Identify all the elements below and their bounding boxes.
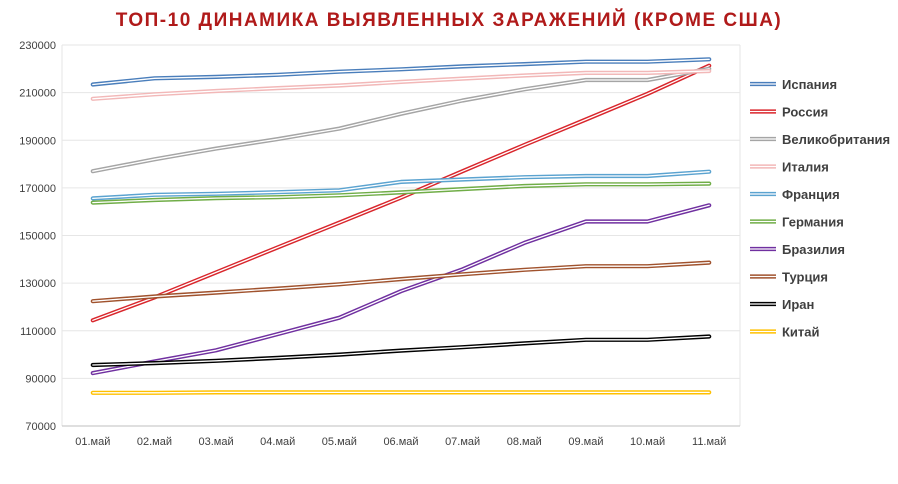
series-line-outer — [90, 260, 712, 304]
series-line-inner — [92, 70, 710, 100]
series-line-inner — [92, 335, 710, 366]
legend-label: Великобритания — [782, 132, 890, 147]
x-tick-label: 03.май — [199, 436, 234, 448]
series-line-inner — [92, 261, 710, 302]
chart-title: ТОП-10 ДИНАМИКА ВЫЯВЛЕННЫХ ЗАРАЖЕНИЙ (КР… — [115, 10, 783, 31]
y-tick-label: 230000 — [19, 40, 56, 52]
legend-label: Бразилия — [782, 242, 845, 257]
x-tick-label: 06.май — [383, 436, 418, 448]
legend-label: Китай — [782, 325, 820, 340]
x-tick-label: 05.май — [322, 436, 357, 448]
x-tick-label: 02.май — [137, 436, 172, 448]
legend-label: Испания — [782, 77, 837, 92]
series-line-inner — [92, 171, 710, 200]
x-tick-label: 08.май — [507, 436, 542, 448]
legend-label: Германия — [782, 215, 844, 230]
y-tick-label: 70000 — [25, 421, 56, 433]
y-tick-label: 150000 — [19, 231, 56, 243]
y-tick-label: 170000 — [19, 183, 56, 195]
y-tick-label: 90000 — [25, 373, 56, 385]
y-tick-label: 130000 — [19, 278, 56, 290]
x-tick-label: 10.май — [630, 436, 665, 448]
x-tick-label: 01.май — [75, 436, 110, 448]
series-line-inner — [92, 58, 710, 86]
x-tick-label: 09.май — [568, 436, 603, 448]
series-line-outer — [90, 68, 712, 101]
y-tick-label: 110000 — [20, 326, 56, 338]
legend-label: Иран — [782, 297, 814, 312]
x-tick-label: 11.май — [692, 436, 726, 448]
series-line-inner — [92, 182, 710, 204]
series-line-outer — [90, 66, 712, 174]
legend-label: Турция — [782, 270, 828, 285]
legend-label: Италия — [782, 160, 829, 175]
legend-label: Россия — [782, 105, 828, 120]
legend-label: Франция — [782, 187, 840, 202]
y-tick-label: 190000 — [19, 135, 56, 147]
x-tick-label: 04.май — [260, 436, 295, 448]
x-tick-label: 07.май — [445, 436, 480, 448]
series-line-inner — [92, 65, 710, 321]
series-line-inner — [92, 68, 710, 172]
y-tick-label: 210000 — [19, 88, 56, 100]
series-line-inner — [92, 204, 710, 374]
series-line-outer — [90, 203, 712, 376]
